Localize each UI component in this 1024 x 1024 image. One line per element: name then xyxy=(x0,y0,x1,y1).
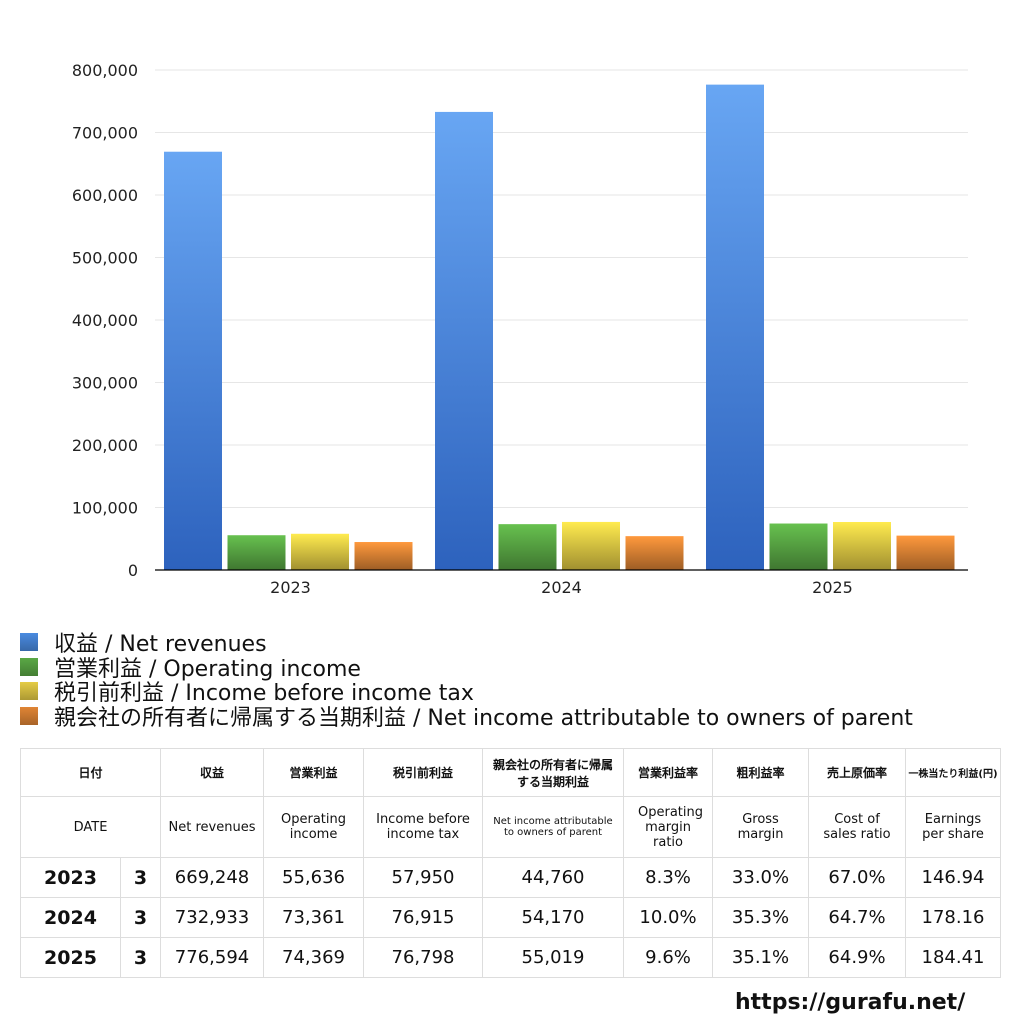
table-cell: 74,369 xyxy=(263,937,365,978)
table-cell: 33.0% xyxy=(712,857,810,898)
header-cell: Earnings per share xyxy=(905,796,1002,858)
table-cell: 73,361 xyxy=(263,897,365,938)
legend-swatch xyxy=(20,706,38,725)
bar xyxy=(896,535,955,570)
table-cell: 64.7% xyxy=(808,897,907,938)
table-row: 2024 3 732,933 73,361 76,915 54,170 10.0% 35.3%… xyxy=(20,897,1002,938)
financial-table: 日付 収益 営業利益 税引前利益 親会社の所有者に帰属する当期利益 営業利益率 … xyxy=(19,748,1002,978)
bar xyxy=(291,533,349,570)
header-cell: 粗利益率 xyxy=(712,748,810,797)
table-cell: 732,933 xyxy=(160,897,265,938)
x-tick-label: 2024 xyxy=(541,578,582,597)
y-tick-label: 300,000 xyxy=(72,374,138,393)
table-cell: 3 xyxy=(119,897,162,938)
table-cell: 2024 xyxy=(20,897,121,938)
table-cell: 44,760 xyxy=(482,857,625,898)
header-cell: Cost of sales ratio xyxy=(808,796,907,858)
header-cell: 営業利益 xyxy=(263,748,365,797)
header-cell: 日付 xyxy=(19,748,162,797)
header-cell: Net income attributable to owners of par… xyxy=(482,796,625,858)
header-cell: 一株当たり利益(円) xyxy=(905,748,1002,797)
table-cell: 76,915 xyxy=(363,897,484,938)
legend-swatch xyxy=(20,682,38,701)
header-cell: Operating income xyxy=(263,796,365,858)
header-cell: 売上原価率 xyxy=(808,748,907,797)
bar xyxy=(164,151,222,570)
bar-chart: 0 100,000 200,000 300,000 400,000 500,000 600,… xyxy=(72,61,968,597)
table-cell: 55,636 xyxy=(263,857,365,898)
header-cell: Net revenues xyxy=(160,796,265,858)
table-cell: 8.3% xyxy=(623,857,714,898)
y-tick-label: 100,000 xyxy=(72,499,138,518)
bar xyxy=(706,84,764,570)
table-cell: 64.9% xyxy=(808,937,907,978)
header-cell: 営業利益率 xyxy=(623,748,714,797)
legend: 収益 / Net revenues 営業利益 / Operating incom… xyxy=(20,630,913,731)
legend-item: 営業利益 / Operating income xyxy=(20,655,913,682)
bar xyxy=(625,536,684,570)
table-cell: 76,798 xyxy=(363,937,484,978)
legend-label: 営業利益 / Operating income xyxy=(54,656,361,682)
table-row: 2023 3 669,248 55,636 57,950 44,760 8.3% 33.0% 6… xyxy=(20,857,1002,898)
header-cell: Income before income tax xyxy=(363,796,484,858)
header-cell: 親会社の所有者に帰属する当期利益 xyxy=(482,748,625,797)
table-cell: 9.6% xyxy=(623,937,714,978)
table-cell: 57,950 xyxy=(363,857,484,898)
bar xyxy=(833,522,891,570)
table-cell: 55,019 xyxy=(482,937,625,978)
y-tick-label: 600,000 xyxy=(72,186,138,205)
table-cell: 35.1% xyxy=(712,937,810,978)
header-cell: DATE xyxy=(19,796,162,858)
table-cell: 184.41 xyxy=(905,937,1002,978)
x-tick-label: 2023 xyxy=(270,578,311,597)
bar xyxy=(354,542,413,570)
header-cell: Operating margin ratio xyxy=(623,796,714,858)
legend-item: 親会社の所有者に帰属する当期利益 / Net income attributab… xyxy=(20,704,913,731)
y-tick-label: 500,000 xyxy=(72,249,138,268)
table-cell: 669,248 xyxy=(160,857,265,898)
header-cell: 税引前利益 xyxy=(363,748,484,797)
y-tick-label: 400,000 xyxy=(72,311,138,330)
y-tick-label: 700,000 xyxy=(72,124,138,143)
table-cell: 10.0% xyxy=(623,897,714,938)
legend-swatch xyxy=(20,633,38,652)
y-tick-label: 200,000 xyxy=(72,436,138,455)
table-cell: 3 xyxy=(119,857,162,898)
legend-label: 税引前利益 / Income before income tax xyxy=(54,681,474,707)
bar xyxy=(769,523,828,570)
table-cell: 2025 xyxy=(20,937,121,978)
table-cell: 178.16 xyxy=(905,897,1002,938)
bar xyxy=(227,535,286,570)
table-cell: 3 xyxy=(119,937,162,978)
site-url[interactable]: https://gurafu.net/ xyxy=(735,990,966,1015)
header-row-en: DATE Net revenues Operating income Incom… xyxy=(19,796,1002,858)
legend-item: 税引前利益 / Income before income tax xyxy=(20,679,913,706)
legend-item: 収益 / Net revenues xyxy=(20,630,913,657)
table-cell: 776,594 xyxy=(160,937,265,978)
legend-label: 収益 / Net revenues xyxy=(54,632,267,658)
y-tick-label: 800,000 xyxy=(72,61,138,80)
header-cell: Gross margin xyxy=(712,796,810,858)
table-cell: 54,170 xyxy=(482,897,625,938)
y-tick-label: 0 xyxy=(128,561,138,580)
table-cell: 35.3% xyxy=(712,897,810,938)
table-row: 2025 3 776,594 74,369 76,798 55,019 9.6% 35.1% 6… xyxy=(20,937,1002,978)
bar xyxy=(435,111,493,571)
bar xyxy=(498,524,557,570)
bar xyxy=(562,521,620,570)
table-cell: 67.0% xyxy=(808,857,907,898)
table-cell: 146.94 xyxy=(905,857,1002,898)
header-cell: 収益 xyxy=(160,748,265,797)
legend-swatch xyxy=(20,657,38,676)
table-cell: 2023 xyxy=(20,857,121,898)
header-row-jp: 日付 収益 営業利益 税引前利益 親会社の所有者に帰属する当期利益 営業利益率 … xyxy=(19,748,1002,797)
legend-label: 親会社の所有者に帰属する当期利益 / Net income attributab… xyxy=(54,705,913,731)
x-tick-label: 2025 xyxy=(812,578,853,597)
